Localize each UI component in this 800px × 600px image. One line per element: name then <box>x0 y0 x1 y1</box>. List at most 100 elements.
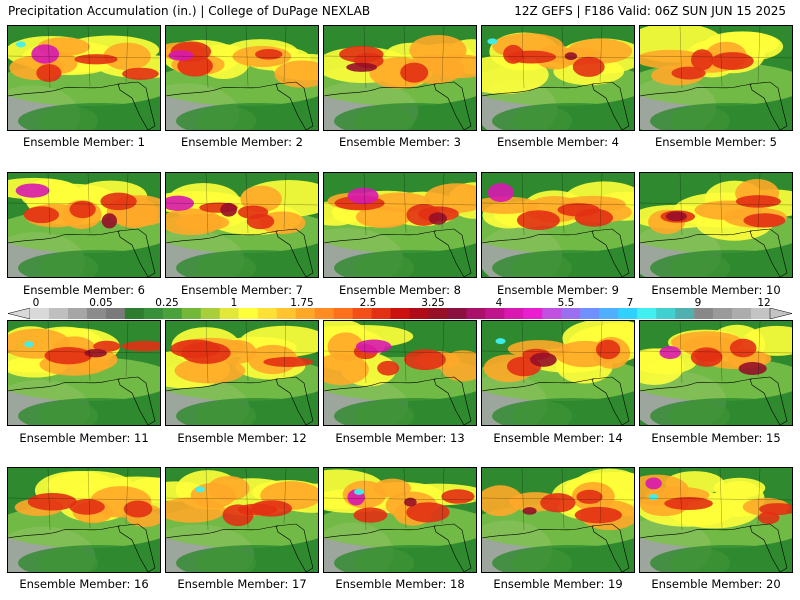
ensemble-member-map-7 <box>165 172 319 278</box>
ensemble-member-label: Ensemble Member: 10 <box>651 283 781 297</box>
colorbar-swatch <box>162 308 183 319</box>
colorbar-swatch <box>371 308 391 319</box>
ensemble-member-map-13 <box>323 320 477 426</box>
colorbar-tick-label: 0 <box>32 297 40 309</box>
colorbar-swatch <box>390 308 410 319</box>
colorbar-swatch <box>409 308 429 319</box>
precip-map-svg <box>640 26 792 130</box>
ensemble-member-label: Ensemble Member: 19 <box>493 577 623 591</box>
ensemble-member-label: Ensemble Member: 14 <box>493 431 623 445</box>
ensemble-member-label: Ensemble Member: 5 <box>655 135 777 149</box>
ensemble-member-map-3 <box>323 25 477 131</box>
precip-map-svg <box>640 321 792 425</box>
colorbar-tick-label: 7 <box>626 297 634 309</box>
colorbar-swatch <box>333 308 353 319</box>
colorbar-max-arrow <box>769 308 792 319</box>
colorbar-swatch <box>124 308 145 319</box>
ensemble-member-label: Ensemble Member: 16 <box>19 577 149 591</box>
colorbar-tick-label: 9 <box>694 297 702 309</box>
colorbar-swatch <box>694 308 714 319</box>
colorbar-swatch <box>48 308 69 319</box>
precip-map-svg <box>8 26 160 130</box>
colorbar-swatch <box>447 308 467 319</box>
ensemble-member-label: Ensemble Member: 1 <box>23 135 145 149</box>
colorbar-swatch <box>314 308 334 319</box>
ensemble-member-label: Ensemble Member: 9 <box>497 283 619 297</box>
ensemble-member-map-2 <box>165 25 319 131</box>
ensemble-member-label: Ensemble Member: 4 <box>497 135 619 149</box>
precip-map-svg <box>324 321 476 425</box>
ensemble-member-map-17 <box>165 467 319 573</box>
ensemble-member-label: Ensemble Member: 12 <box>177 431 307 445</box>
ensemble-member-label: Ensemble Member: 7 <box>181 283 303 297</box>
colorbar-swatch <box>86 308 107 319</box>
ensemble-member-map-4 <box>481 25 635 131</box>
colorbar-tick-label: 4 <box>495 297 503 309</box>
precip-map-svg <box>166 321 318 425</box>
ensemble-member-label: Ensemble Member: 8 <box>339 283 461 297</box>
colorbar-tick-label: 0.25 <box>155 297 179 309</box>
precip-map-svg <box>166 26 318 130</box>
precip-map-svg <box>482 468 634 572</box>
header-left-title: Precipitation Accumulation (in.) | Colle… <box>8 4 371 18</box>
colorbar-swatch <box>219 308 240 319</box>
colorbar-swatch <box>542 308 562 319</box>
colorbar-swatch <box>713 308 733 319</box>
precip-map-svg <box>324 173 476 277</box>
colorbar-swatch <box>295 308 315 319</box>
colorbar-swatch <box>504 308 524 319</box>
ensemble-member-label: Ensemble Member: 11 <box>19 431 149 445</box>
precip-map-svg <box>482 321 634 425</box>
ensemble-member-label: Ensemble Member: 6 <box>23 283 145 297</box>
ensemble-member-map-10 <box>639 172 793 278</box>
header-right-title: 12Z GEFS | F186 Valid: 06Z SUN JUN 15 20… <box>514 4 786 18</box>
ensemble-member-map-5 <box>639 25 793 131</box>
colorbar-swatch <box>200 308 221 319</box>
ensemble-member-map-6 <box>7 172 161 278</box>
colorbar-swatch <box>599 308 619 319</box>
colorbar-swatch <box>428 308 448 319</box>
colorbar-tick-label: 3.25 <box>421 297 445 309</box>
ensemble-member-map-18 <box>323 467 477 573</box>
colorbar-swatch <box>30 308 50 319</box>
precip-map-svg <box>324 468 476 572</box>
colorbar-swatch <box>67 308 88 319</box>
colorbar-swatch <box>751 308 771 319</box>
colorbar-tick-label: 12 <box>757 297 771 309</box>
precip-map-svg <box>166 468 318 572</box>
precip-map-svg <box>8 173 160 277</box>
colorbar-swatch <box>257 308 277 319</box>
colorbar-swatch <box>181 308 202 319</box>
ensemble-member-label: Ensemble Member: 3 <box>339 135 461 149</box>
colorbar-swatch <box>732 308 752 319</box>
colorbar-swatch <box>466 308 486 319</box>
colorbar-swatch <box>276 308 296 319</box>
ensemble-member-map-19 <box>481 467 635 573</box>
colorbar-swatch <box>143 308 164 319</box>
ensemble-member-map-16 <box>7 467 161 573</box>
ensemble-member-map-11 <box>7 320 161 426</box>
colorbar-tick-label: 1.75 <box>290 297 314 309</box>
ensemble-member-label: Ensemble Member: 20 <box>651 577 781 591</box>
ensemble-member-label: Ensemble Member: 2 <box>181 135 303 149</box>
ensemble-member-label: Ensemble Member: 18 <box>335 577 465 591</box>
colorbar-swatch <box>656 308 676 319</box>
colorbar-swatch <box>618 308 638 319</box>
colorbar-swatch <box>523 308 543 319</box>
ensemble-member-map-14 <box>481 320 635 426</box>
colorbar-swatch <box>352 308 372 319</box>
ensemble-member-map-20 <box>639 467 793 573</box>
colorbar-swatch <box>105 308 126 319</box>
colorbar-swatch <box>675 308 695 319</box>
colorbar-tick-label: 1 <box>230 297 238 309</box>
ensemble-member-map-1 <box>7 25 161 131</box>
colorbar-tick-label: 2.5 <box>359 297 377 309</box>
colorbar-min-arrow <box>8 308 31 319</box>
precip-map-svg <box>8 468 160 572</box>
colorbar-swatch <box>580 308 600 319</box>
colorbar <box>8 308 792 319</box>
colorbar-swatch <box>238 308 258 319</box>
precip-map-svg <box>166 173 318 277</box>
precip-map-svg <box>640 173 792 277</box>
precip-map-svg <box>640 468 792 572</box>
